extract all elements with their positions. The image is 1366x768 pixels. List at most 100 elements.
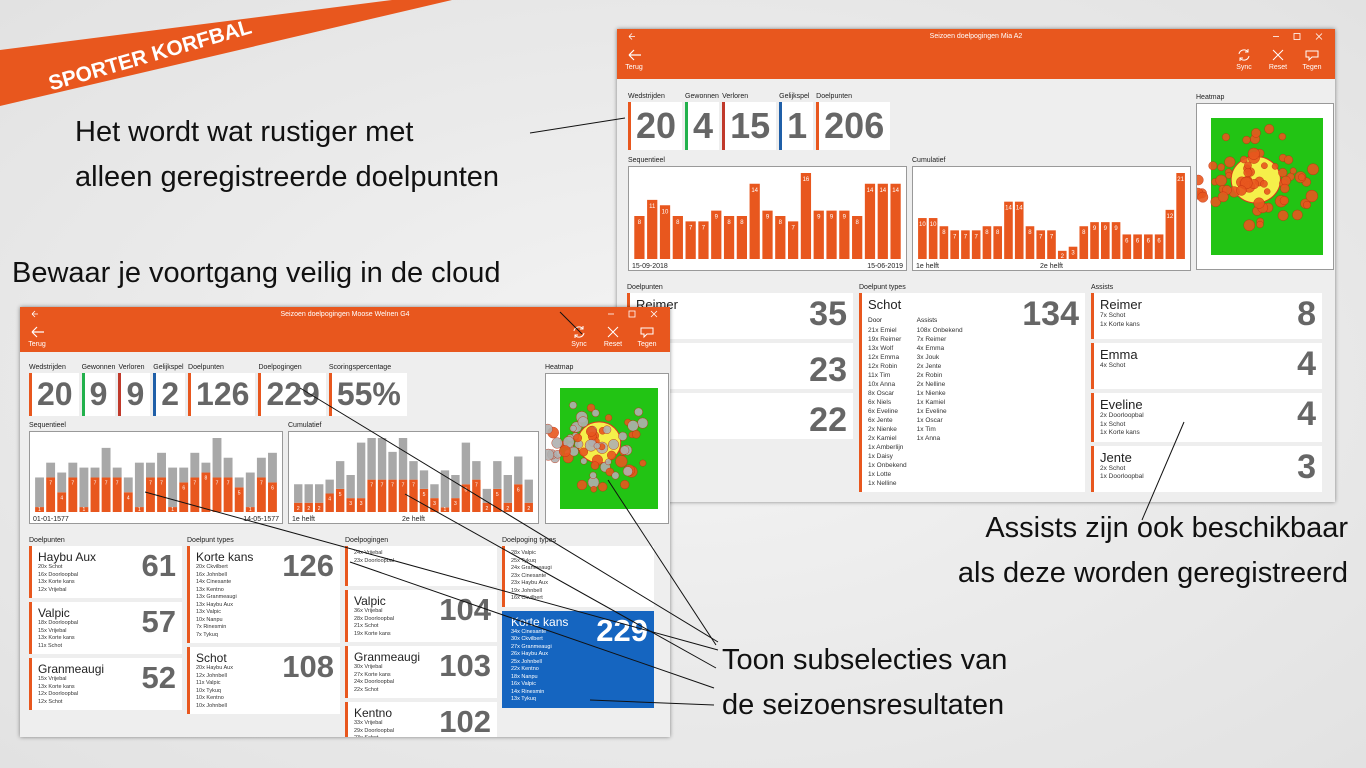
- bar-miss: [90, 467, 100, 478]
- card-name: Valpic: [38, 606, 70, 620]
- shot-dot: [620, 479, 630, 490]
- stat: Doelpunten 126: [188, 364, 256, 416]
- bar-hit: [971, 230, 981, 259]
- x-start-label: 01-01-1577: [33, 516, 69, 523]
- card-name: Eveline: [1100, 397, 1143, 412]
- card-line: 28x Valpic: [511, 550, 536, 556]
- bar-label: 10: [930, 222, 937, 228]
- heatmap-field: [1191, 118, 1323, 255]
- back-button[interactable]: Terug: [22, 325, 52, 348]
- bar-miss: [157, 452, 166, 478]
- bar-hit: [813, 210, 824, 259]
- bar-hit: [1014, 201, 1024, 259]
- tegen-icon: [1305, 50, 1319, 62]
- toolbar-button[interactable]: Reset: [598, 325, 628, 348]
- shot-dot: [1236, 185, 1247, 196]
- bar-hit: [35, 507, 44, 512]
- list-card: Reimer 8 7x Schot 1x Korte kans: [1091, 293, 1322, 339]
- shot-dot: [591, 409, 600, 418]
- bar-label: 14: [751, 188, 758, 194]
- list-card: 28x Valpic 25x Tykuq 24x Granmeaugi 23x Cin…: [502, 546, 654, 607]
- bar-miss: [168, 467, 178, 508]
- toolbar-button[interactable]: Sync: [1229, 48, 1259, 71]
- card-line: 19x Korte kans: [354, 630, 391, 637]
- card-line: 2x Doorloopbal: [1100, 412, 1144, 419]
- card-line: 20x Haybu Aux: [196, 665, 233, 671]
- stat-value: 9: [81, 373, 116, 416]
- card-line: 1x Korte kans: [1100, 429, 1140, 436]
- x-end-label: 2e helft: [402, 516, 425, 523]
- bar-hit: [711, 210, 722, 259]
- bar-miss: [68, 462, 78, 478]
- stat: Doelpunten 206: [816, 93, 891, 150]
- card-line: 8x Oscar: [868, 389, 895, 397]
- bar-label: 1: [171, 507, 174, 513]
- bar-label: 5: [339, 492, 342, 498]
- bar-label: 5: [496, 492, 499, 498]
- group-header: Assists: [916, 317, 938, 324]
- card-line: 22x Kentno: [511, 666, 539, 672]
- chart-label: Sequentieel: [628, 157, 665, 164]
- button-icon: [1305, 50, 1319, 62]
- shot-dot: [1278, 168, 1288, 178]
- title-bar: Seizoen doelpogingen Moose Welnen G4: [20, 307, 670, 321]
- bar-miss: [503, 475, 512, 503]
- bar-label: 7: [1050, 234, 1054, 240]
- back-arrow-small: [31, 310, 38, 318]
- bar-label: 4: [60, 495, 63, 501]
- card-line: 24x Vrijebal: [354, 550, 383, 556]
- shot-dot: [569, 401, 578, 410]
- heatmap: [542, 373, 669, 524]
- bar-miss: [430, 484, 439, 499]
- x-end-label: 15-06-2019: [867, 263, 903, 270]
- bar-hit: [634, 216, 645, 259]
- bar-hit: [950, 230, 959, 259]
- heatmap: [1191, 103, 1334, 270]
- card-line: 13x Granmeaugi: [196, 594, 237, 600]
- card-line: 12x Emma: [868, 353, 900, 361]
- card-value: 57: [141, 604, 176, 639]
- bar-hit: [1079, 226, 1089, 259]
- toolbar-button[interactable]: Sync: [564, 325, 594, 348]
- stat-label: Gelijkspel: [153, 364, 184, 371]
- card-name: Granmeaugi: [38, 662, 105, 676]
- toolbar-button[interactable]: Reset: [1263, 48, 1293, 71]
- sync-icon: [573, 326, 585, 338]
- bar-label: 14: [1016, 206, 1023, 212]
- toolbar-button[interactable]: Tegen: [1297, 48, 1327, 71]
- card-line: 18x Nanpu: [511, 673, 538, 680]
- heatmap-label: Heatmap: [545, 364, 574, 371]
- bar-label: 2: [527, 506, 530, 512]
- bar-hit: [762, 210, 773, 259]
- bar-hit: [1154, 234, 1164, 259]
- bar-miss: [212, 438, 222, 478]
- bar-label: 2: [485, 506, 488, 512]
- chart: 8 11 10 8 7 7 9 8 8 14 9 8 7 16 9 9 9 8 14 14 14 15-09-2018 15…: [628, 166, 907, 271]
- bar-label: 7: [791, 225, 795, 231]
- list-card: Schot 134 Door 21x Emiel 19x Reimer 13x Wolf 1…: [859, 293, 1085, 492]
- stat: Verloren 9: [118, 364, 151, 416]
- card-list: Haybu Aux 61 20x Schot 16x Doorloopbal 13x K…: [29, 546, 182, 737]
- caption: Toon subselecties van de seizoensresultat…: [722, 638, 1007, 728]
- toolbar-button[interactable]: Tegen: [632, 325, 662, 348]
- button-icon: [1238, 49, 1250, 61]
- back-button[interactable]: Terug: [619, 48, 649, 71]
- bar-miss: [294, 484, 303, 503]
- bar-label: 3: [349, 501, 352, 507]
- bar-label: 7: [227, 480, 230, 486]
- bar-miss: [419, 470, 429, 489]
- card-line: 13x Haybu Aux: [196, 601, 233, 608]
- shot-dot: [1197, 191, 1209, 203]
- bar-miss: [46, 462, 56, 478]
- card-line: 10x Tykuq: [196, 687, 221, 694]
- stat: Gewonnen 9: [81, 364, 116, 416]
- bar-miss: [325, 479, 334, 494]
- bar-label: 6: [1136, 238, 1140, 244]
- card-value: 108: [282, 649, 334, 684]
- bar-hit: [852, 216, 863, 259]
- card-line: 23x Haybu Aux: [511, 580, 548, 586]
- bar-hit: [982, 226, 992, 259]
- card-list: 24x Vrijebal 23x Doorloopbal Valpic 104 36x …: [345, 546, 497, 737]
- shot-dot: [586, 426, 597, 437]
